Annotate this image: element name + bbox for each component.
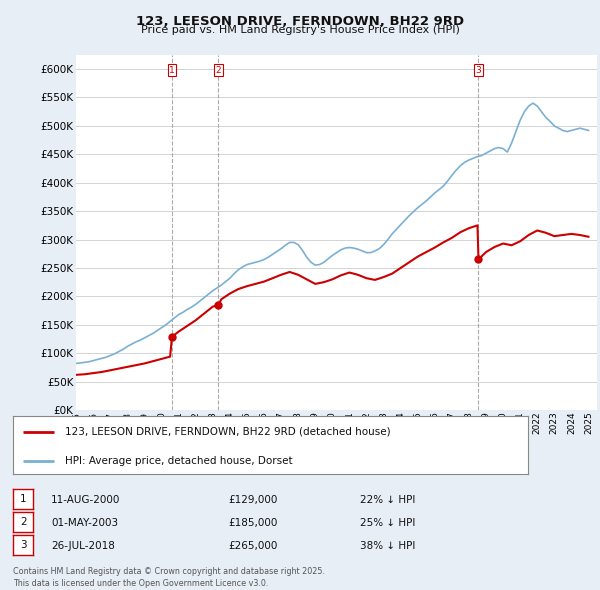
Text: 26-JUL-2018: 26-JUL-2018 <box>51 541 115 551</box>
Text: 1: 1 <box>169 65 175 74</box>
Text: HPI: Average price, detached house, Dorset: HPI: Average price, detached house, Dors… <box>65 456 292 466</box>
Text: £265,000: £265,000 <box>228 541 277 551</box>
Text: 25% ↓ HPI: 25% ↓ HPI <box>360 518 415 528</box>
Text: 123, LEESON DRIVE, FERNDOWN, BH22 9RD (detached house): 123, LEESON DRIVE, FERNDOWN, BH22 9RD (d… <box>65 427 391 437</box>
Text: 123, LEESON DRIVE, FERNDOWN, BH22 9RD: 123, LEESON DRIVE, FERNDOWN, BH22 9RD <box>136 15 464 28</box>
Text: 3: 3 <box>476 65 481 74</box>
Text: 22% ↓ HPI: 22% ↓ HPI <box>360 495 415 505</box>
Text: £185,000: £185,000 <box>228 518 277 528</box>
Text: Contains HM Land Registry data © Crown copyright and database right 2025.
This d: Contains HM Land Registry data © Crown c… <box>13 568 325 588</box>
Text: 3: 3 <box>20 540 26 550</box>
Text: 2: 2 <box>20 517 26 527</box>
Text: 01-MAY-2003: 01-MAY-2003 <box>51 518 118 528</box>
Text: 38% ↓ HPI: 38% ↓ HPI <box>360 541 415 551</box>
Text: Price paid vs. HM Land Registry's House Price Index (HPI): Price paid vs. HM Land Registry's House … <box>140 25 460 35</box>
Text: £129,000: £129,000 <box>228 495 277 505</box>
Text: 2: 2 <box>215 65 221 74</box>
Text: 11-AUG-2000: 11-AUG-2000 <box>51 495 121 505</box>
Text: 1: 1 <box>20 494 26 504</box>
